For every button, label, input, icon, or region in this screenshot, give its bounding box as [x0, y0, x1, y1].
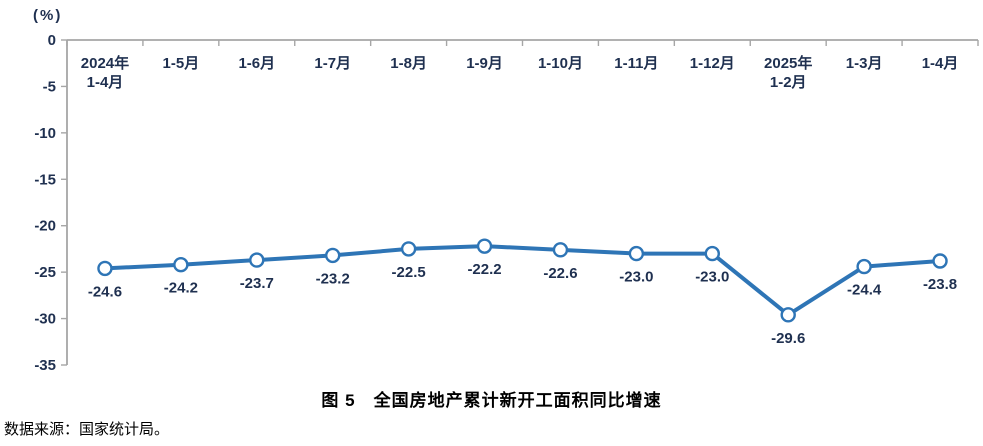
data-label: -23.7	[240, 275, 274, 292]
line-chart: 0 -5 -10 -15 -20 -25 -30 -35 2024年 1-4月 1-5月 1-6月 1-…	[34, 32, 979, 374]
y-tick-label: 0	[48, 32, 56, 49]
x-category-label: 1-7月	[314, 55, 351, 72]
data-point-marker	[249, 252, 265, 268]
data-point-marker	[325, 247, 341, 264]
y-tick-label: -15	[34, 171, 56, 188]
y-tick-label: -30	[34, 311, 56, 328]
data-label: -23.0	[619, 269, 653, 286]
data-label: -24.6	[88, 283, 122, 300]
data-point-marker	[173, 257, 189, 273]
x-category-label: 1-6月	[238, 55, 275, 72]
x-category-label: 1-3月	[846, 55, 883, 72]
data-label: -23.2	[316, 270, 350, 287]
y-tick-label: -10	[34, 125, 56, 142]
y-axis-unit-label: (%)	[33, 7, 63, 24]
data-point-marker	[932, 253, 948, 269]
data-point-marker	[856, 258, 872, 275]
data-line	[102, 244, 943, 317]
data-point-marker	[97, 260, 113, 277]
chart-title: 图 5 全国房地产累计新开工面积同比增速	[321, 391, 662, 410]
data-label: -23.8	[923, 276, 957, 293]
data-label: -22.2	[467, 261, 501, 278]
data-point-marker	[628, 245, 645, 262]
x-category-label: 1-9月	[466, 55, 503, 72]
x-category-label: 1-12月	[690, 55, 735, 72]
y-tick-label: -5	[43, 78, 56, 95]
data-source-note: 数据来源：国家统计局。	[4, 422, 170, 438]
x-category-label: 2024年	[81, 54, 129, 72]
y-tick-label: -20	[34, 218, 56, 235]
x-category-label: 1-4月	[87, 74, 124, 91]
data-point-marker	[552, 242, 569, 258]
data-label: -22.6	[543, 265, 577, 282]
data-label: -24.2	[164, 280, 198, 297]
x-category-label: 1-4月	[922, 55, 959, 72]
data-point-marker	[400, 241, 417, 257]
x-category-label: 2025年	[764, 54, 812, 72]
x-category-label: 1-2月	[770, 74, 807, 91]
data-label: -23.0	[695, 269, 729, 286]
data-label: -29.6	[771, 330, 805, 347]
data-label: -24.4	[847, 282, 882, 299]
data-point-marker	[476, 238, 493, 254]
x-category-label: 1-11月	[614, 55, 658, 72]
y-tick-label: -35	[34, 357, 56, 374]
x-category-label: 1-8月	[390, 55, 427, 72]
data-point-marker	[780, 307, 796, 323]
data-point-marker	[704, 245, 720, 262]
x-category-label: 1-5月	[163, 55, 200, 72]
x-category-label: 1-10月	[538, 55, 583, 72]
y-tick-label: -25	[34, 264, 56, 281]
data-label: -22.5	[392, 264, 426, 281]
